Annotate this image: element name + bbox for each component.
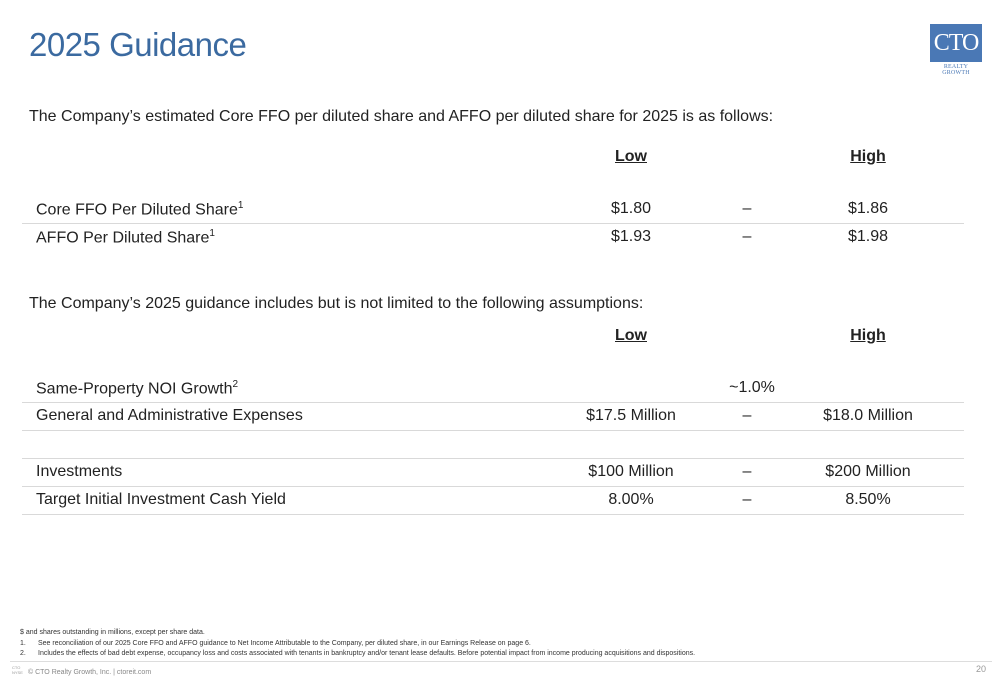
row-high-value: $1.98 [847,228,889,245]
section2-header-high: High [850,327,886,344]
company-logo: CTO REALTY GROWTH [930,24,982,76]
row-dash: – [742,463,752,480]
row-label: Target Initial Investment Cash Yield [36,491,286,508]
section1-header-low: Low [615,148,647,165]
row-high-value: $1.86 [847,200,889,217]
section2-intro: The Company’s 2025 guidance includes but… [29,295,644,312]
row-low-value: $1.80 [610,200,652,217]
footnote-2: 2. Includes the effects of bad debt expen… [20,650,696,657]
row-label: Same-Property NOI Growth2 [36,379,239,398]
table-row: Core FFO Per Diluted Share1 $1.80 – $1.8… [22,195,964,224]
row-high-value: $18.0 Million [823,407,913,424]
table-row: Same-Property NOI Growth2 ~1.0% [22,374,964,403]
section1-intro: The Company’s estimated Core FFO per dil… [29,108,774,125]
table-row: Investments $100 Million – $200 Million [22,458,964,487]
row-label: General and Administrative Expenses [36,407,303,424]
section1-header-high: High [850,148,886,165]
page-number: 20 [975,664,986,674]
row-low-value: 8.00% [608,491,654,508]
table-row: General and Administrative Expenses $17.… [22,402,964,431]
row-dash: – [742,200,752,217]
row-low-value: $17.5 Million [586,407,676,424]
section2-header-low: Low [615,327,647,344]
logo-subtitle: REALTY GROWTH [942,64,970,76]
row-dash: – [742,228,752,245]
row-label: AFFO Per Diluted Share1 [36,228,215,247]
row-low-value: $100 Million [588,463,674,480]
footnote-general: $ and shares outstanding in millions, ex… [20,629,205,636]
row-dash: – [742,407,752,424]
footer-divider [10,661,992,662]
footnote-1: 1. See reconciliation of our 2025 Core FF… [20,639,531,647]
row-label: Core FFO Per Diluted Share1 [36,200,244,219]
page-title: 2025 Guidance [29,26,247,63]
footer-logo: CTO NYSE [12,665,23,675]
table-row: AFFO Per Diluted Share1 $1.93 – $1.98 [22,223,964,251]
table-row: Target Initial Investment Cash Yield 8.0… [22,486,964,515]
row-high-value: $200 Million [825,463,911,480]
row-high-value: 8.50% [845,491,891,508]
footer: CTO NYSE © CTO Realty Growth, Inc. | cto… [12,665,151,679]
row-label: Investments [36,463,123,480]
footer-copyright: © CTO Realty Growth, Inc. | ctoreit.com [28,668,152,676]
logo-mark: CTO [930,24,982,62]
table-spacer-row [22,430,964,459]
row-dash: – [742,491,752,508]
footnotes: $ and shares outstanding in millions, ex… [20,628,695,660]
row-mid-value: ~1.0% [729,379,775,396]
row-low-value: $1.93 [610,228,652,245]
